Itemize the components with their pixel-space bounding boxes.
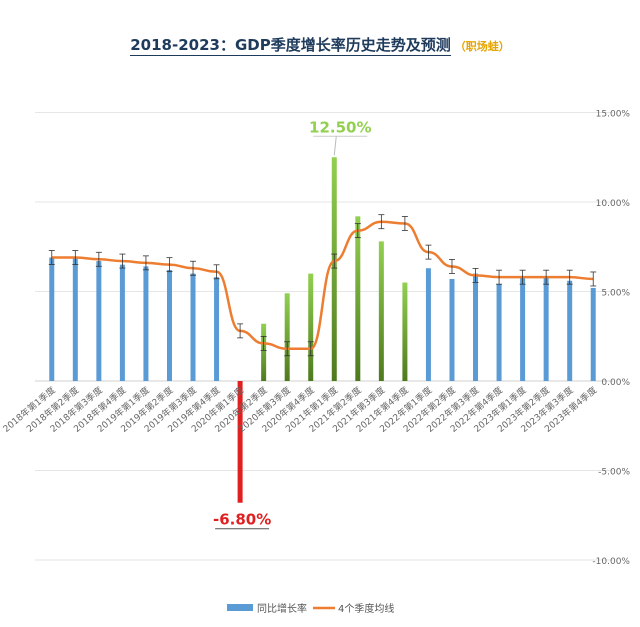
bar	[355, 216, 361, 381]
bar	[96, 261, 102, 381]
y-tick-label: -10.00%	[592, 557, 630, 567]
bar	[378, 241, 384, 381]
bar	[473, 273, 479, 381]
bar	[402, 282, 408, 381]
bar	[496, 284, 502, 381]
annotation-max-leader	[333, 136, 337, 156]
bar-series	[49, 157, 596, 503]
bar	[237, 381, 243, 503]
bar	[143, 266, 149, 381]
bar	[214, 277, 220, 381]
x-axis-ticks: 2018年第1季度2018年第2季度2018年第3季度2018年第4季度2019…	[0, 384, 599, 435]
bar	[261, 323, 267, 381]
y-axis-ticks: 15.00% 10.00% 5.00% 0.00% -5.00% -10.00%	[592, 110, 630, 568]
bar	[284, 293, 290, 381]
y-tick-label: 10.00%	[596, 199, 631, 209]
bar	[72, 257, 78, 381]
bar	[190, 273, 196, 381]
title-wrap: 2018-2023：GDP季度增长率历史走势及预测 （职场蛙）	[0, 34, 640, 56]
annotation-max-label: 12.50%	[309, 118, 371, 136]
bar	[308, 273, 314, 381]
bar	[331, 157, 337, 381]
y-tick-label: 5.00%	[601, 289, 630, 299]
bar	[520, 277, 526, 381]
chart-title: 2018-2023：GDP季度增长率历史走势及预测	[130, 36, 451, 56]
legend: 同比增长率 4个季度均线	[227, 602, 394, 615]
bar	[425, 268, 431, 381]
bar	[119, 264, 125, 381]
annotation-min-label: -6.80%	[213, 511, 271, 529]
y-tick-label: -5.00%	[598, 468, 630, 478]
y-tick-label: 0.00%	[601, 378, 630, 388]
bar	[590, 287, 596, 381]
legend-label-bar: 同比增长率	[257, 602, 307, 615]
bar	[49, 257, 55, 381]
line-series	[48, 214, 597, 357]
bar	[543, 277, 549, 381]
moving-average-line	[51, 220, 594, 351]
bar	[567, 280, 573, 381]
annotations: 12.50% -6.80%	[213, 118, 372, 530]
chart-subtitle: （职场蛙）	[454, 40, 510, 53]
y-tick-label: 15.00%	[596, 110, 631, 120]
legend-swatch-bar	[227, 604, 253, 611]
bar	[166, 270, 172, 381]
legend-label-line: 4个季度均线	[338, 602, 394, 615]
bar	[449, 278, 455, 381]
